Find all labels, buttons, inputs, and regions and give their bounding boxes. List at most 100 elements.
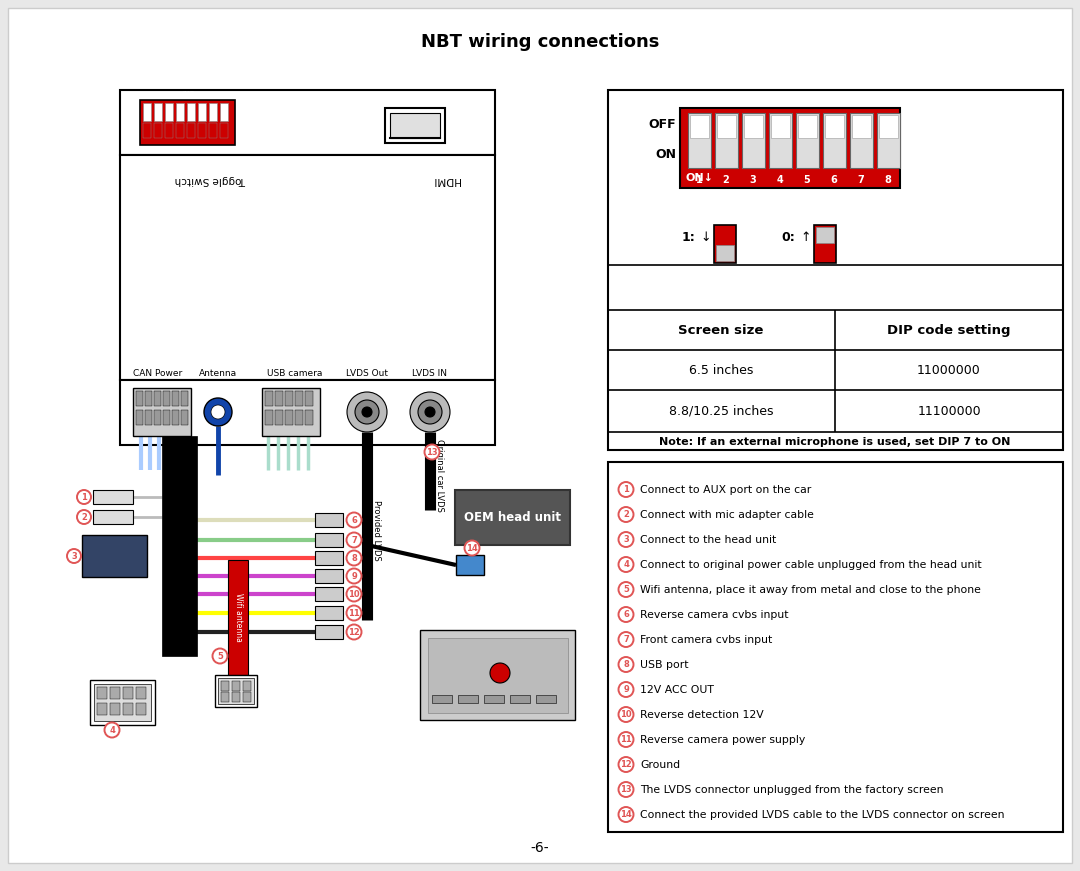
Text: 3: 3 [71,551,77,561]
Text: 6: 6 [831,175,837,185]
Circle shape [619,657,634,672]
Text: LVDS Out: LVDS Out [346,369,388,378]
Circle shape [424,444,440,460]
Bar [390,113,440,138]
Text: Reverse camera cvbs input: Reverse camera cvbs input [640,610,788,619]
Text: 4: 4 [623,560,629,569]
Text: 14: 14 [620,810,632,819]
Text: 6: 6 [623,610,629,619]
Text: Wifi antenna: Wifi antenna [233,592,243,641]
Bar [163,410,170,425]
Bar [136,687,146,699]
Circle shape [204,398,232,426]
Text: Wifi antenna, place it away from metal and close to the phone: Wifi antenna, place it away from metal a… [640,584,981,595]
Circle shape [426,407,435,417]
Bar [172,410,179,425]
Bar [608,90,1063,450]
Text: Connect to original power cable unplugged from the head unit: Connect to original power cable unplugge… [640,559,982,570]
Text: 7: 7 [351,536,356,544]
Text: 14: 14 [467,544,477,552]
Text: 10: 10 [348,590,360,598]
Bar [163,391,170,406]
Text: 6.5 inches: 6.5 inches [689,363,753,376]
Bar [145,410,152,425]
Bar [181,410,188,425]
Text: 1: 1 [81,492,86,502]
Bar [275,391,283,406]
Text: Connect to AUX port on the car: Connect to AUX port on the car [640,484,811,495]
Bar [145,391,152,406]
Circle shape [619,557,634,572]
Bar [295,410,303,425]
Text: Connect the provided LVDS cable to the LVDS connector on screen: Connect the provided LVDS cable to the L… [640,809,1004,820]
Text: -6-: -6- [530,841,550,855]
Bar [93,490,133,504]
Circle shape [418,400,442,424]
Bar [716,245,734,261]
Bar [315,587,343,601]
Circle shape [619,732,634,747]
Text: 12V ACC OUT: 12V ACC OUT [640,685,714,694]
Text: LVDS IN: LVDS IN [413,369,447,378]
Bar [120,380,495,445]
Text: 12: 12 [348,627,360,637]
Text: The LVDS connector unplugged from the factory screen: The LVDS connector unplugged from the fa… [640,785,944,794]
Circle shape [213,649,228,664]
Bar [187,123,195,138]
Text: Antenna: Antenna [199,369,238,378]
Bar [825,115,843,138]
Bar [484,695,504,703]
Bar [165,103,173,121]
Text: OEM head unit: OEM head unit [463,510,561,523]
Bar [97,703,107,715]
Bar [384,108,445,143]
Text: Provided LVDS: Provided LVDS [372,500,381,560]
Text: 11100000: 11100000 [917,404,981,417]
Bar [220,103,228,121]
Text: 13: 13 [620,785,632,794]
Text: 7: 7 [623,635,629,644]
Bar [187,103,195,121]
Bar [140,100,235,145]
Text: USB camera: USB camera [268,369,323,378]
Bar [110,703,120,715]
Bar [315,533,343,547]
Bar [228,560,248,675]
Text: Connect with mic adapter cable: Connect with mic adapter cable [640,510,814,519]
Text: USB port: USB port [640,659,689,670]
Bar [305,391,313,406]
Circle shape [362,407,372,417]
Text: ↑: ↑ [800,231,810,244]
Bar [816,227,834,243]
Bar [198,123,206,138]
Text: 8.8/10.25 inches: 8.8/10.25 inches [669,404,773,417]
Text: 10: 10 [620,710,632,719]
Text: 4: 4 [777,175,783,185]
Bar [717,115,735,138]
Text: 9: 9 [351,571,356,580]
Bar [852,115,870,138]
Bar [798,115,816,138]
Bar [285,391,293,406]
Text: 5: 5 [217,652,222,660]
Text: 2: 2 [81,512,86,522]
Bar [877,113,900,168]
Circle shape [619,582,634,597]
Text: 13: 13 [427,448,437,456]
Bar [123,687,133,699]
Bar [285,410,293,425]
Circle shape [67,549,81,563]
Circle shape [347,392,387,432]
Bar [608,462,1063,832]
Bar [176,123,184,138]
Circle shape [105,723,120,738]
Circle shape [490,663,510,683]
Bar [221,692,229,702]
Text: 9: 9 [623,685,629,694]
Text: Connect to the head unit: Connect to the head unit [640,535,777,544]
Text: 12: 12 [620,760,632,769]
Bar [218,678,254,704]
Bar [123,703,133,715]
Text: ON↓: ON↓ [685,173,713,183]
Circle shape [347,550,362,565]
